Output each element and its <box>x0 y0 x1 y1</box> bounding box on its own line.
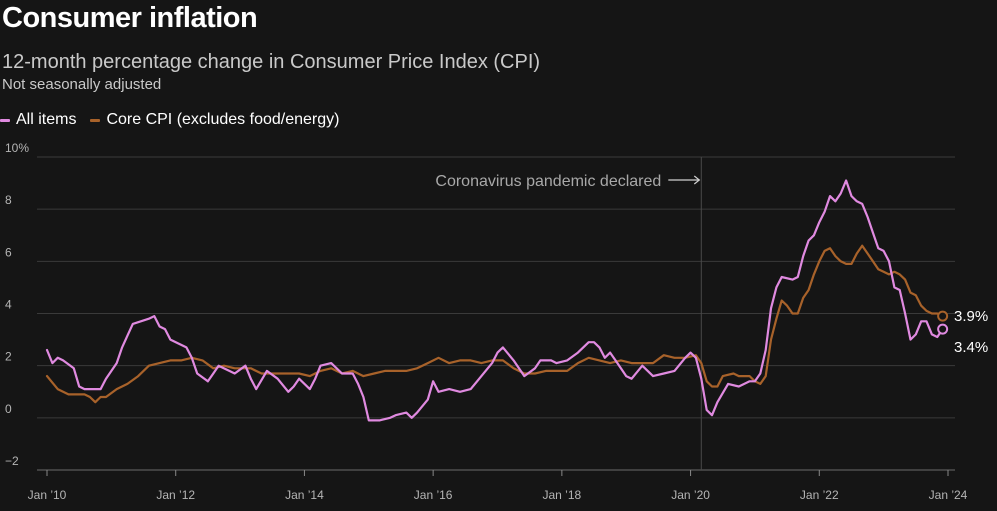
series-line-all-items <box>45 179 944 422</box>
x-tick-label: Jan ’16 <box>414 488 453 502</box>
x-tick-label: Jan ’20 <box>671 488 710 502</box>
y-tick-label: 10% <box>5 141 29 155</box>
end-marker-core-cpi <box>937 310 949 322</box>
legend-label-all-items: All items <box>16 111 77 128</box>
end-label-core-cpi: 3.9% <box>954 308 988 325</box>
chart-title: Consumer inflation <box>2 2 258 34</box>
y-tick-label: 6 <box>5 245 12 259</box>
legend-swatch-all-items <box>0 118 10 122</box>
y-tick-label: 4 <box>5 298 12 312</box>
legend: All items Core CPI (excludes food/energy… <box>0 111 353 129</box>
x-tick-label: Jan ’24 <box>929 488 968 502</box>
legend-swatch-core-cpi <box>90 118 101 122</box>
chart-subtitle: 12-month percentage change in Consumer P… <box>2 51 541 73</box>
annotation-label: Coronavirus pandemic declared <box>435 173 661 190</box>
chart-note: Not seasonally adjusted <box>2 76 162 93</box>
x-tick-label: Jan ’10 <box>28 488 67 502</box>
y-tick-label: −2 <box>5 454 19 468</box>
legend-item-core-cpi: Core CPI (excludes food/energy) <box>90 111 339 129</box>
x-tick-label: Jan ’22 <box>800 488 839 502</box>
x-tick-label: Jan ’12 <box>156 488 195 502</box>
end-marker-all-items <box>937 323 949 335</box>
y-tick-label: 0 <box>5 402 12 416</box>
x-tick-label: Jan ’14 <box>285 488 324 502</box>
y-tick-label: 8 <box>5 193 12 207</box>
annotation-arrowhead <box>693 175 701 185</box>
series-line-core-cpi <box>45 244 944 404</box>
legend-item-all-items: All items <box>0 111 76 129</box>
y-tick-label: 2 <box>5 350 12 364</box>
legend-label-core-cpi: Core CPI (excludes food/energy) <box>106 111 340 128</box>
end-label-all-items: 3.4% <box>954 339 988 356</box>
x-tick-label: Jan ’18 <box>543 488 582 502</box>
